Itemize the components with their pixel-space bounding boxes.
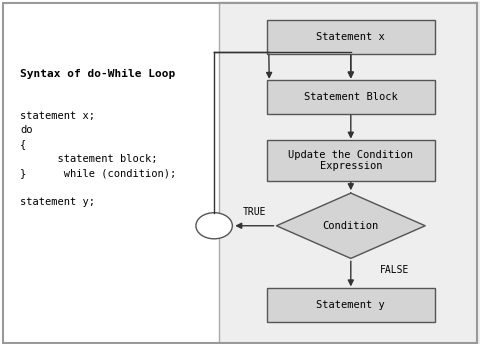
Text: statement x;
do
{
      statement block;
}      while (condition);

statement y;: statement x; do { statement block; } whi…: [20, 111, 176, 207]
Text: Condition: Condition: [322, 221, 378, 231]
FancyBboxPatch shape: [266, 140, 434, 181]
Text: TRUE: TRUE: [242, 207, 265, 217]
Text: Syntax of do-While Loop: Syntax of do-While Loop: [20, 69, 175, 79]
Text: Statement x: Statement x: [316, 32, 384, 42]
Bar: [218, 1, 480, 344]
Polygon shape: [276, 193, 424, 258]
FancyBboxPatch shape: [266, 288, 434, 322]
Text: FALSE: FALSE: [379, 265, 408, 275]
Bar: [0, 1, 218, 344]
Text: Statement y: Statement y: [316, 300, 384, 310]
Text: Update the Condition
Expression: Update the Condition Expression: [288, 150, 412, 171]
FancyBboxPatch shape: [266, 80, 434, 114]
FancyBboxPatch shape: [266, 20, 434, 54]
Circle shape: [195, 213, 232, 239]
Text: Statement Block: Statement Block: [303, 92, 397, 102]
